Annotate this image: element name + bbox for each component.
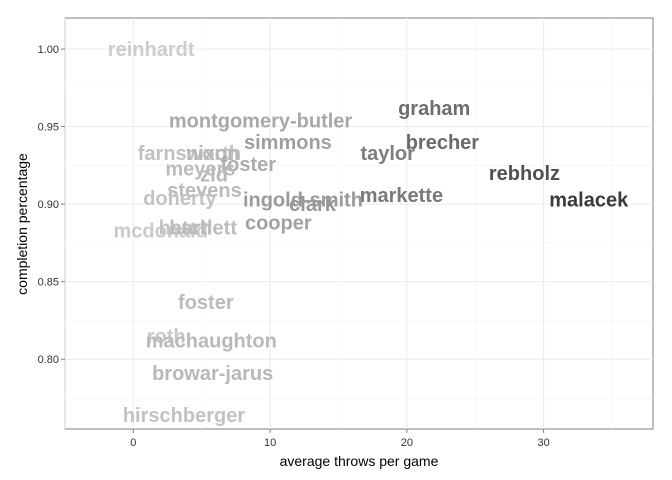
grid-lines	[64, 18, 653, 429]
x-tick-label: 0	[130, 437, 136, 449]
point-label: foster	[178, 292, 234, 314]
point-label: machaughton	[146, 331, 277, 353]
y-tick-label: 0.95	[38, 122, 59, 134]
x-tick-label: 10	[264, 437, 276, 449]
point-label: hirschberger	[123, 405, 245, 427]
point-label: clark	[289, 194, 337, 216]
plot-panel	[64, 17, 654, 430]
y-axis-title: completion percentage	[14, 153, 30, 295]
point-label: rebholz	[489, 163, 560, 185]
point-labels: reinhardt montgomery-butler graham simmons b…	[108, 39, 629, 427]
point-label: meyers	[165, 158, 235, 180]
point-label: doherty	[143, 188, 217, 210]
point-label: graham	[398, 98, 470, 120]
point-label: simmons	[244, 132, 332, 154]
x-axis-title: average throws per game	[280, 453, 439, 469]
point-label: cooper	[245, 213, 312, 235]
y-tick-label: 0.85	[38, 277, 59, 289]
point-label: hatch	[159, 217, 212, 239]
point-label: reinhardt	[108, 39, 195, 61]
point-label: malacek	[549, 189, 629, 211]
point-label: roth	[147, 326, 186, 348]
point-label: browar-jarus	[152, 363, 273, 385]
point-label: foster	[220, 154, 276, 176]
point-label: ingold-smith	[243, 189, 363, 211]
point-label: bartlett	[169, 217, 237, 239]
point-label: farnsworth	[138, 143, 241, 165]
x-tick-label: 20	[401, 437, 413, 449]
x-tick-label: 30	[537, 437, 549, 449]
point-label: stevens	[167, 180, 242, 202]
point-label: brecher	[406, 132, 480, 154]
point-label: nixon	[186, 143, 239, 165]
point-label: taylor	[360, 143, 415, 165]
point-label: mcdonald	[113, 220, 207, 242]
axis-ticks: 0 10 20 30 0.80 0.85 0.90 0.95 1.00	[38, 44, 550, 449]
point-label: markette	[360, 185, 443, 207]
point-label: montgomery-butler	[169, 110, 353, 132]
y-tick-label: 0.80	[38, 354, 59, 366]
point-label: zid	[200, 165, 228, 187]
y-tick-label: 1.00	[38, 44, 59, 56]
y-tick-label: 0.90	[38, 199, 59, 211]
